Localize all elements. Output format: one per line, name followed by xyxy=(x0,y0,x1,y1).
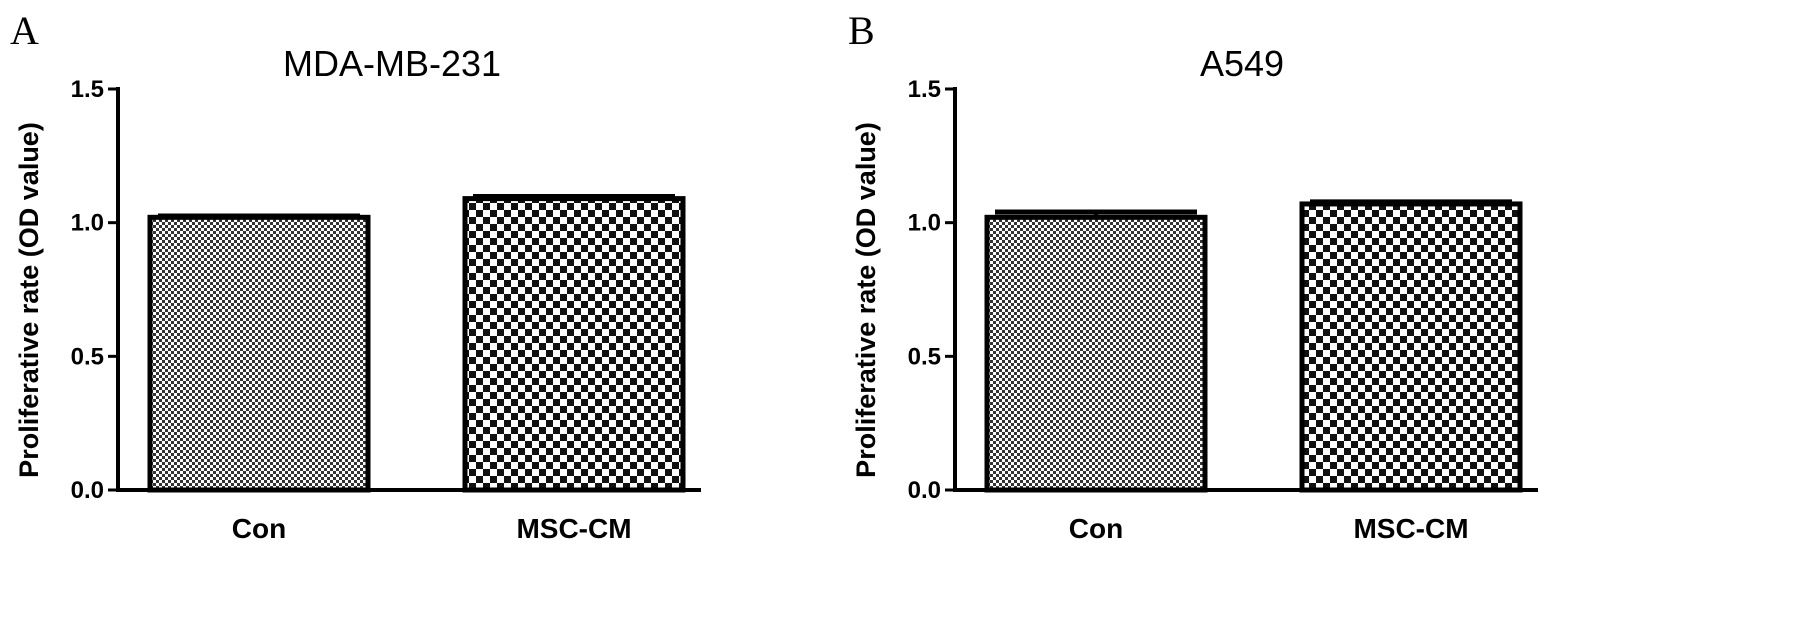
chart-title: A549 xyxy=(1200,43,1284,84)
bar-con xyxy=(984,214,1208,493)
chart-panel-b: B A549 Proliferative rate (OD value) Con… xyxy=(848,8,1538,544)
y-tick-label: 1.5 xyxy=(908,76,941,103)
panel-label: A xyxy=(10,8,39,53)
bar-msc-cm xyxy=(1299,201,1523,493)
x-tick-label: Con xyxy=(232,513,286,544)
y-tick-label: 0.0 xyxy=(71,477,104,504)
x-tick-label: MSC-CM xyxy=(516,513,631,544)
bar-msc-cm xyxy=(462,196,686,493)
y-tick-label: 1.0 xyxy=(71,210,104,237)
panel-label: B xyxy=(848,8,875,53)
y-axis-label: Proliferative rate (OD value) xyxy=(851,122,881,478)
y-tick-label: 1.5 xyxy=(71,76,104,103)
bars-layer xyxy=(147,193,686,493)
y-tick-label: 0.0 xyxy=(908,477,941,504)
chart-panel-a: A MDA-MB-231 Proliferative rate (OD valu… xyxy=(10,8,701,544)
y-tick-label: 0.5 xyxy=(908,343,941,370)
error-bar xyxy=(473,193,675,199)
error-bar xyxy=(158,213,360,219)
axes-layer: Con MSC-CM 0.0 0.5 1.0 1.5 xyxy=(908,76,1538,544)
bar-con xyxy=(147,214,371,493)
axes-layer: Con MSC-CM 0.0 0.5 1.0 1.5 xyxy=(71,76,701,544)
chart-title: MDA-MB-231 xyxy=(283,43,501,84)
x-tick-label: MSC-CM xyxy=(1353,513,1468,544)
bars-layer xyxy=(984,199,1523,493)
y-axis-label: Proliferative rate (OD value) xyxy=(14,122,44,478)
error-bar xyxy=(1310,199,1512,205)
error-bar xyxy=(995,209,1197,218)
y-tick-label: 1.0 xyxy=(908,210,941,237)
x-tick-label: Con xyxy=(1069,513,1123,544)
y-tick-label: 0.5 xyxy=(71,343,104,370)
